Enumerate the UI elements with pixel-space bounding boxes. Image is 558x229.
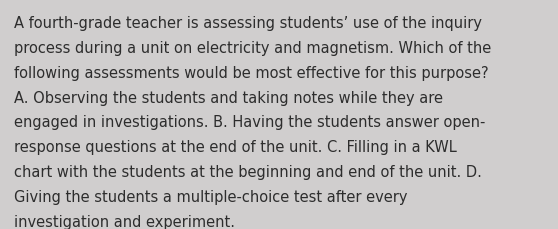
Text: process during a unit on electricity and magnetism. Which of the: process during a unit on electricity and… [14,41,491,56]
Text: investigation and experiment.: investigation and experiment. [14,214,235,229]
Text: Giving the students a multiple-choice test after every: Giving the students a multiple-choice te… [14,189,407,204]
Text: A fourth-grade teacher is assessing students’ use of the inquiry: A fourth-grade teacher is assessing stud… [14,16,482,31]
Text: following assessments would be most effective for this purpose?: following assessments would be most effe… [14,65,489,80]
Text: A. Observing the students and taking notes while they are: A. Observing the students and taking not… [14,90,443,105]
Text: engaged in investigations. B. Having the students answer open-: engaged in investigations. B. Having the… [14,115,485,130]
Text: chart with the students at the beginning and end of the unit. D.: chart with the students at the beginning… [14,164,482,179]
Text: response questions at the end of the unit. C. Filling in a KWL: response questions at the end of the uni… [14,140,456,155]
